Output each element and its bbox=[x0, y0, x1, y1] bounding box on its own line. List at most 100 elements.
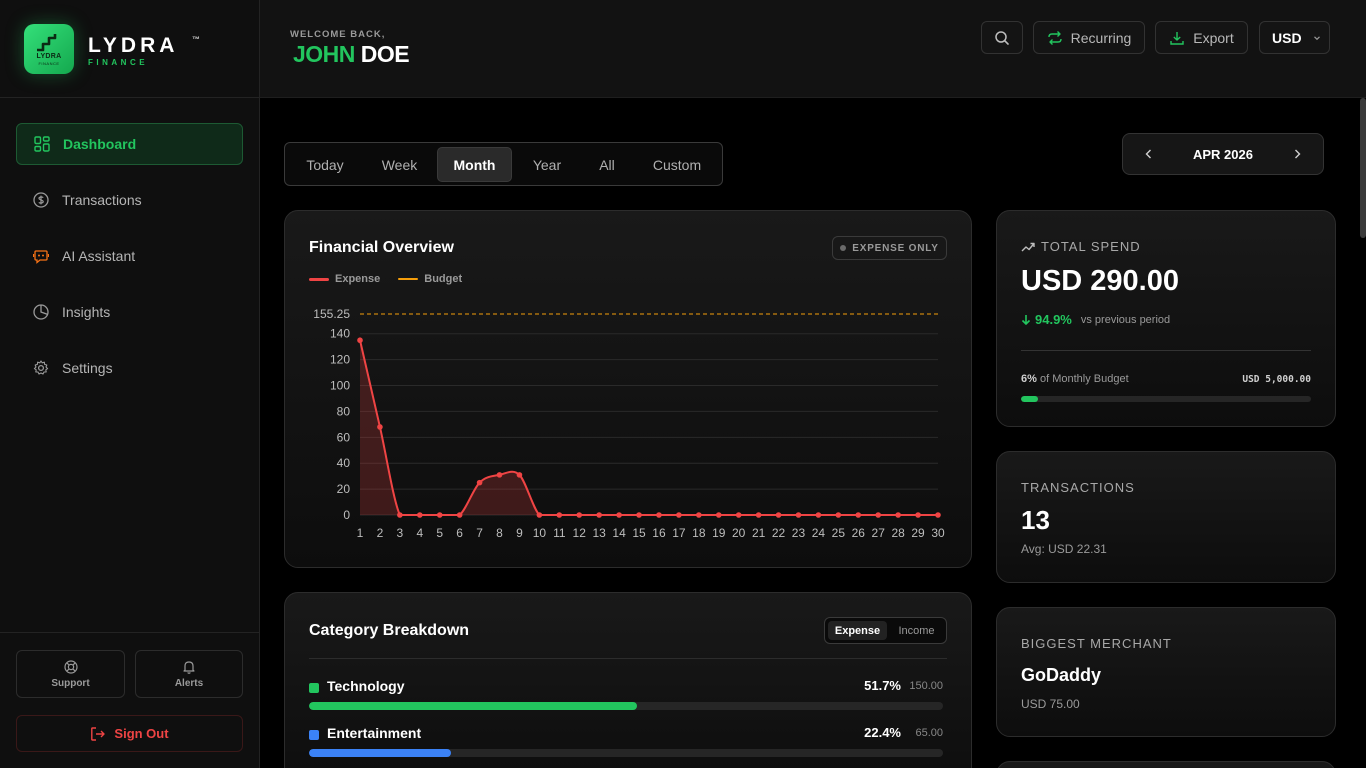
sidebar-item-label: AI Assistant bbox=[62, 248, 136, 264]
export-label: Export bbox=[1193, 29, 1234, 46]
expense-point bbox=[357, 337, 363, 344]
x-tick-label: 2 bbox=[377, 526, 384, 540]
pie-chart-icon bbox=[32, 303, 50, 321]
logo-subtext: FINANCE bbox=[38, 61, 60, 66]
repeat-icon bbox=[1047, 30, 1062, 45]
expense-point bbox=[436, 512, 443, 518]
stairs-icon bbox=[37, 34, 57, 52]
category-name: Entertainment bbox=[327, 725, 422, 741]
divider bbox=[1021, 350, 1311, 351]
expense-only-chip[interactable]: EXPENSE ONLY bbox=[832, 236, 947, 260]
x-tick-label: 16 bbox=[652, 526, 666, 540]
budget-progress-track bbox=[1021, 396, 1311, 402]
expense-point bbox=[935, 512, 941, 518]
gear-icon bbox=[32, 359, 50, 377]
recurring-button[interactable]: Recurring bbox=[1033, 21, 1145, 54]
sign-out-label: Sign Out bbox=[114, 726, 169, 741]
chevron-right-icon bbox=[1295, 149, 1301, 159]
expense-point bbox=[496, 472, 503, 478]
sidebar-item-insights[interactable]: Insights bbox=[16, 291, 243, 333]
category-row-entertainment[interactable]: Entertainment 22.4% 65.00 bbox=[309, 725, 943, 765]
expense-point bbox=[715, 512, 722, 518]
support-label: Support bbox=[51, 677, 90, 689]
brand-subtitle: FINANCE bbox=[88, 58, 149, 67]
expense-point bbox=[456, 512, 463, 518]
sidebar-item-transactions[interactable]: Transactions bbox=[16, 179, 243, 221]
spend-change-text: vs previous period bbox=[1080, 313, 1171, 326]
x-tick-label: 18 bbox=[692, 526, 706, 540]
page-scrollbar[interactable] bbox=[1360, 98, 1366, 238]
welcome-text: WELCOME BACK, bbox=[290, 29, 386, 40]
tab-month[interactable]: Month bbox=[437, 147, 512, 182]
x-tick-label: 8 bbox=[496, 526, 503, 540]
tab-today[interactable]: Today bbox=[306, 156, 344, 173]
export-button[interactable]: Export bbox=[1155, 21, 1248, 54]
previous-period-button[interactable] bbox=[1140, 145, 1158, 163]
expense-point bbox=[815, 512, 822, 518]
expense-point bbox=[616, 512, 622, 518]
category-color-swatch bbox=[309, 683, 319, 693]
total-spend-card: TOTAL SPEND USD 290.00 94.9% vs previous… bbox=[996, 210, 1336, 427]
currency-select[interactable]: USD bbox=[1259, 21, 1330, 54]
toggle-income[interactable]: Income bbox=[898, 624, 935, 637]
x-tick-label: 25 bbox=[832, 526, 846, 540]
budget-text: of Monthly Budget bbox=[1039, 373, 1129, 385]
tab-year[interactable]: Year bbox=[532, 156, 562, 173]
budget-label: 155.25 bbox=[313, 307, 350, 321]
tab-all[interactable]: All bbox=[599, 156, 615, 173]
y-tick-label: 100 bbox=[330, 379, 350, 393]
legend-label: Expense bbox=[335, 273, 381, 285]
overview-title: Financial Overview bbox=[309, 239, 454, 256]
support-button[interactable]: Support bbox=[16, 650, 125, 698]
budget-progress-fill bbox=[1021, 396, 1039, 402]
transactions-count: 13 bbox=[1021, 505, 1050, 535]
expense-point bbox=[676, 512, 682, 518]
alerts-button[interactable]: Alerts bbox=[135, 650, 243, 698]
x-tick-label: 7 bbox=[476, 526, 483, 540]
x-tick-label: 29 bbox=[911, 526, 925, 540]
category-row-technology[interactable]: Technology 51.7% 150.00 bbox=[309, 678, 943, 718]
x-tick-label: 3 bbox=[397, 526, 404, 540]
financial-overview-card: Financial Overview EXPENSE ONLY Expense … bbox=[284, 210, 972, 568]
toggle-expense[interactable]: Expense bbox=[828, 621, 887, 640]
logo[interactable]: LYDRA FINANCE bbox=[24, 24, 74, 74]
sidebar-item-ai-assistant[interactable]: AI Assistant bbox=[16, 235, 243, 277]
user-last-name: DOE bbox=[360, 41, 410, 67]
search-button[interactable] bbox=[981, 21, 1023, 54]
x-tick-label: 24 bbox=[812, 526, 826, 540]
x-tick-label: 14 bbox=[612, 526, 626, 540]
next-period-button[interactable] bbox=[1288, 145, 1306, 163]
expense-point bbox=[377, 424, 383, 430]
category-title: Category Breakdown bbox=[309, 622, 470, 639]
merchant-name: GoDaddy bbox=[1021, 665, 1102, 685]
expense-point bbox=[795, 512, 802, 518]
divider bbox=[309, 658, 947, 659]
sidebar-item-dashboard[interactable]: Dashboard bbox=[16, 123, 243, 165]
spend-change-value: 94.9% bbox=[1035, 312, 1072, 327]
sidebar-item-settings[interactable]: Settings bbox=[16, 347, 243, 389]
budget-amount: USD 5,000.00 bbox=[1242, 374, 1311, 385]
user-first-name: JOHN bbox=[293, 41, 355, 67]
category-breakdown-card: Category Breakdown Expense Income Techno… bbox=[284, 592, 972, 768]
y-tick-label: 80 bbox=[337, 404, 351, 418]
category-amount: 65.00 bbox=[915, 727, 943, 739]
top-header: WELCOME BACK, JOHN DOE Recurring Export … bbox=[260, 0, 1366, 98]
logout-icon bbox=[91, 726, 106, 741]
transactions-card: TRANSACTIONS 13 Avg: USD 22.31 bbox=[996, 451, 1336, 583]
expense-point bbox=[556, 512, 563, 518]
y-tick-label: 140 bbox=[330, 327, 350, 341]
expense-point bbox=[875, 512, 882, 518]
x-tick-label: 10 bbox=[533, 526, 547, 540]
tab-custom[interactable]: Custom bbox=[652, 156, 702, 173]
brand-name: LYDRA bbox=[88, 34, 179, 57]
sign-out-button[interactable]: Sign Out bbox=[16, 715, 243, 752]
y-tick-label: 20 bbox=[337, 482, 351, 496]
tab-week[interactable]: Week bbox=[381, 156, 418, 173]
category-name: Technology bbox=[327, 678, 405, 694]
expense-point bbox=[516, 472, 523, 478]
x-tick-label: 9 bbox=[516, 526, 523, 540]
expense-point bbox=[915, 512, 921, 518]
legend-budget: Budget bbox=[398, 273, 462, 285]
lifebuoy-icon bbox=[63, 659, 78, 674]
expense-point bbox=[596, 512, 602, 518]
